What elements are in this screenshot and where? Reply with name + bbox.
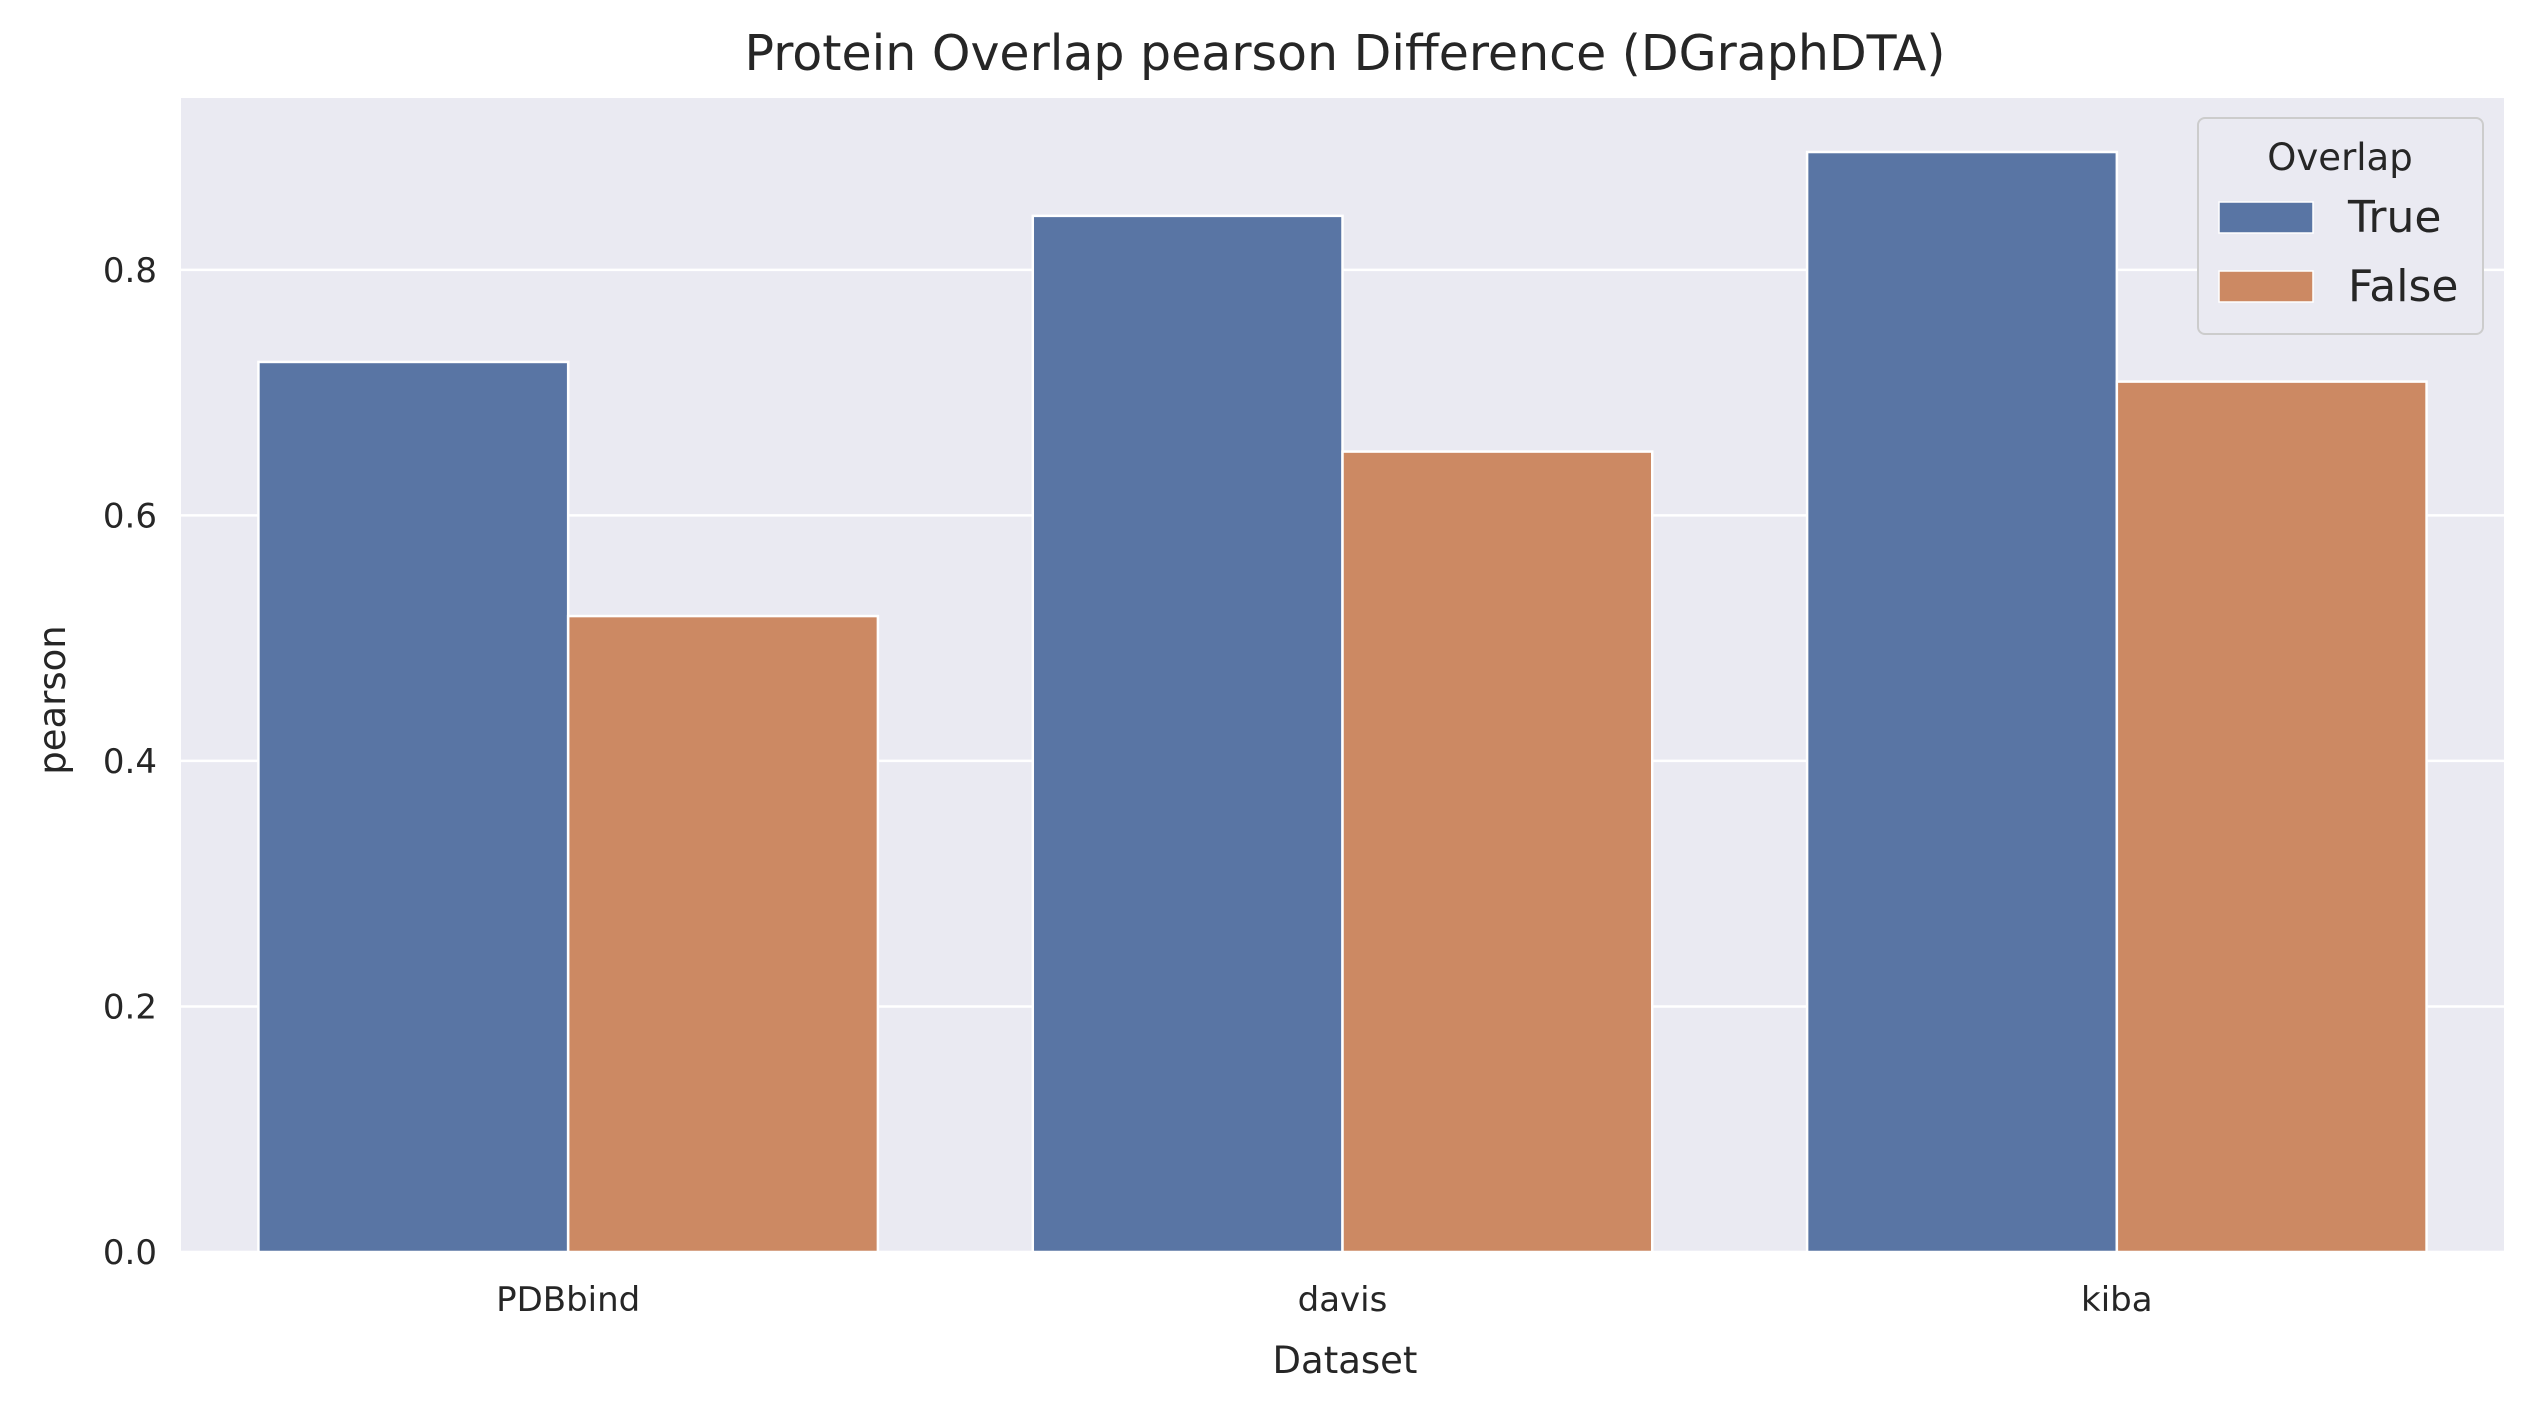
legend-swatch-false (2218, 270, 2314, 303)
legend-swatch-true (2218, 201, 2314, 234)
x-tick-label: kiba (2081, 1280, 2153, 1320)
legend-label-false: False (2348, 261, 2458, 312)
x-axis-label: Dataset (1273, 1339, 1418, 1382)
bar-davis-true (1031, 214, 1344, 1254)
y-tick-label: 0.2 (103, 987, 157, 1027)
legend-title: Overlap (2267, 136, 2412, 179)
bar-pdbbind-true (257, 360, 570, 1254)
x-tick-labels: PDBbind davis kiba (496, 1280, 2153, 1320)
legend-label-true: True (2347, 192, 2441, 243)
bars (257, 150, 2428, 1254)
bar-kiba-true (1805, 150, 2119, 1254)
y-axis-label: pearson (31, 625, 74, 775)
y-tick-label: 0.6 (103, 496, 157, 536)
bar-pdbbind-false (566, 614, 880, 1254)
y-tick-label: 0.8 (103, 251, 157, 291)
y-tick-labels: 0.0 0.2 0.4 0.6 0.8 (103, 251, 157, 1273)
chart-title: Protein Overlap pearson Difference (DGra… (745, 25, 1946, 82)
x-tick-label: PDBbind (496, 1280, 640, 1320)
bar-kiba-false (2115, 380, 2428, 1254)
bar-davis-false (1341, 450, 1654, 1254)
y-tick-label: 0.0 (103, 1233, 157, 1273)
legend-items: True False (2218, 192, 2458, 312)
x-tick-label: davis (1298, 1280, 1388, 1320)
legend: Overlap True False (2197, 117, 2484, 335)
y-tick-label: 0.4 (103, 742, 157, 782)
